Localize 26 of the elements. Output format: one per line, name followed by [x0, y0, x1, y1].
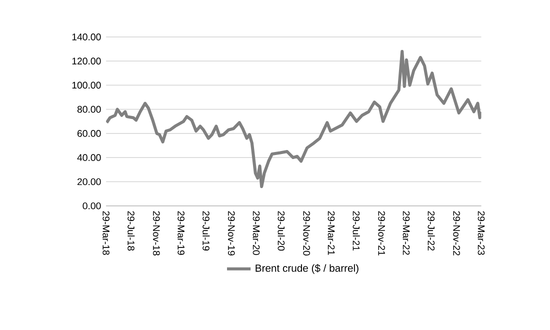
- x-tick-label: 29-Jul-19: [202, 211, 210, 251]
- x-tick-label: 29-Mar-18: [102, 211, 110, 255]
- x-tick-label: 29-Jul-18: [128, 211, 135, 251]
- x-tick-label: 29-Mar-23: [478, 211, 485, 255]
- x-tick-label: 29-Nov-21: [378, 211, 386, 256]
- x-tick-label: 29-Mar-21: [328, 211, 335, 255]
- line-series: [106, 50, 482, 188]
- x-tick-label: 29-Jul-22: [428, 211, 435, 251]
- x-tick-label: 29-Mar-19: [178, 211, 184, 255]
- y-tick-label: 0.00: [82, 202, 101, 210]
- y-tick-label: 80.00: [77, 106, 101, 113]
- x-tick-label: 29-Jul-21: [352, 211, 360, 251]
- x-tick-label: 29-Nov-19: [228, 211, 235, 256]
- y-tick-label: 140.00: [72, 34, 101, 40]
- y-tick-label: 60.00: [78, 130, 101, 137]
- y-tick-label: 40.00: [77, 154, 101, 162]
- x-tick-label: 29-Mar-20: [252, 211, 260, 255]
- x-tick-label: 29-Nov-20: [303, 211, 310, 256]
- y-tick-label: 100.00: [72, 82, 101, 89]
- legend-label: Brent crude ($ / barrel): [256, 264, 358, 274]
- x-tick-label: 29-Mar-22: [402, 211, 410, 255]
- x-tick-label: 29-Nov-22: [453, 211, 460, 256]
- y-tick-label: 20.00: [77, 178, 101, 186]
- x-tick-label: 29-Jul-20: [278, 211, 285, 251]
- x-tick-label: 29-Nov-18: [152, 211, 160, 256]
- y-tick-label: 120.00: [72, 58, 101, 64]
